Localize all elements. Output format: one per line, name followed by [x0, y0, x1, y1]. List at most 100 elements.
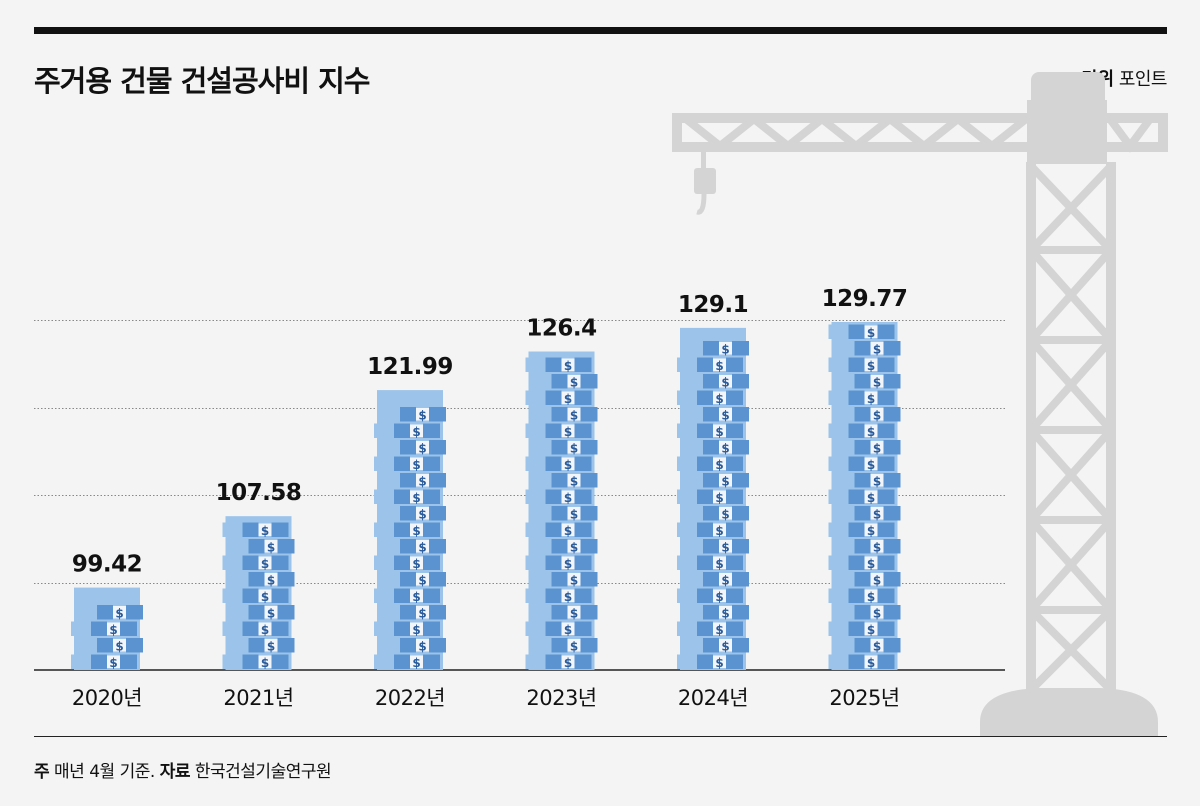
bill-dark [271, 654, 289, 669]
bill-band [864, 457, 878, 470]
bill-band [567, 408, 581, 421]
bill-dark [126, 605, 143, 620]
bill-dark [574, 654, 592, 669]
bill-band [561, 457, 575, 470]
bill-band [416, 474, 429, 487]
bill-dark [423, 489, 440, 504]
bill-dark [580, 473, 598, 488]
bill-stripe [854, 440, 871, 455]
bill-dark [580, 407, 598, 422]
bill-band [870, 606, 884, 619]
x-tick-label: 2024년 [678, 686, 748, 710]
bill-stripe [394, 654, 410, 669]
bill-stripe [242, 522, 259, 537]
dollar-icon: $ [873, 508, 881, 522]
bill-dark [732, 473, 749, 488]
bill-dark [277, 638, 295, 653]
bill-dark [271, 621, 289, 636]
bill-band [264, 540, 278, 553]
bill-stripe [545, 522, 562, 537]
bill-band [264, 573, 278, 586]
dollar-icon: $ [721, 508, 729, 522]
bill-band [719, 540, 732, 553]
bill-dark [580, 638, 598, 653]
bill-dark [423, 522, 440, 537]
dollar-icon: $ [873, 475, 881, 489]
dollar-icon: $ [412, 623, 420, 637]
bill-dark [423, 423, 440, 438]
bill-band [258, 622, 272, 635]
bill-band [864, 589, 878, 602]
dollar-icon: $ [873, 574, 881, 588]
bill-stripe [551, 440, 568, 455]
bill-stripe [697, 621, 713, 636]
dollar-icon: $ [564, 359, 572, 373]
bill-stripe [545, 489, 562, 504]
bill-stripe [545, 621, 562, 636]
bill-band [864, 523, 878, 536]
dollar-icon: $ [867, 557, 875, 571]
bill-stripe [703, 539, 719, 554]
dollar-icon: $ [261, 524, 269, 538]
dollar-icon: $ [267, 640, 275, 654]
bill-band [416, 606, 429, 619]
value-label: 121.99 [367, 354, 453, 380]
bill-dark [726, 456, 743, 471]
bill-stripe [91, 654, 107, 669]
bill-stripe [697, 423, 713, 438]
bill-stripe [400, 539, 416, 554]
bill-stripe [545, 423, 562, 438]
bill-stripe [248, 539, 265, 554]
bill-stripe [848, 357, 865, 372]
bill-band [864, 358, 878, 371]
dollar-icon: $ [418, 508, 426, 522]
dollar-icon: $ [721, 541, 729, 555]
chart-title: 주거용 건물 건설공사비 지수 [34, 64, 370, 98]
bill-dark [726, 423, 743, 438]
x-tick-label: 2025년 [829, 686, 899, 710]
bill-band [870, 474, 884, 487]
dollar-icon: $ [867, 458, 875, 472]
bill-dark [429, 407, 446, 422]
bill-dark [574, 522, 592, 537]
bill-dark [732, 506, 749, 521]
bill-dark [726, 489, 743, 504]
bill-stripe [91, 621, 107, 636]
bill-dark [877, 456, 895, 471]
bill-band [864, 622, 878, 635]
bill-dark [883, 341, 901, 356]
bill-stripe [703, 473, 719, 488]
bars: $$$$$$$$$$$$$$$$$$$$$$$$$$$$$$$$$$$$$$$$… [71, 322, 901, 670]
bill-band [719, 573, 732, 586]
bill-band [410, 589, 423, 602]
dollar-icon: $ [564, 425, 572, 439]
dollar-icon: $ [412, 656, 420, 670]
dollar-icon: $ [867, 491, 875, 505]
dollar-icon: $ [715, 590, 723, 604]
bill-band [567, 573, 581, 586]
bill-band [713, 589, 726, 602]
bill-stripe [545, 654, 562, 669]
bill-band [561, 622, 575, 635]
bill-stripe [545, 588, 562, 603]
bill-band [258, 556, 272, 569]
bill-band [870, 540, 884, 553]
dollar-icon: $ [721, 343, 729, 357]
bill-stripe [697, 357, 713, 372]
bill-band [719, 606, 732, 619]
bill-dark [574, 555, 592, 570]
source-key: 자료 [159, 762, 191, 782]
bill-stripe [703, 341, 719, 356]
bill-band [561, 424, 575, 437]
bill-dark [423, 654, 440, 669]
bill-stripe [551, 638, 568, 653]
bill-stripe [242, 555, 259, 570]
dollar-icon: $ [418, 409, 426, 423]
bill-band [567, 540, 581, 553]
bill-band [864, 325, 878, 338]
bill-dark [423, 555, 440, 570]
bill-band [416, 639, 429, 652]
dollar-icon: $ [570, 442, 578, 456]
bill-dark [877, 357, 895, 372]
